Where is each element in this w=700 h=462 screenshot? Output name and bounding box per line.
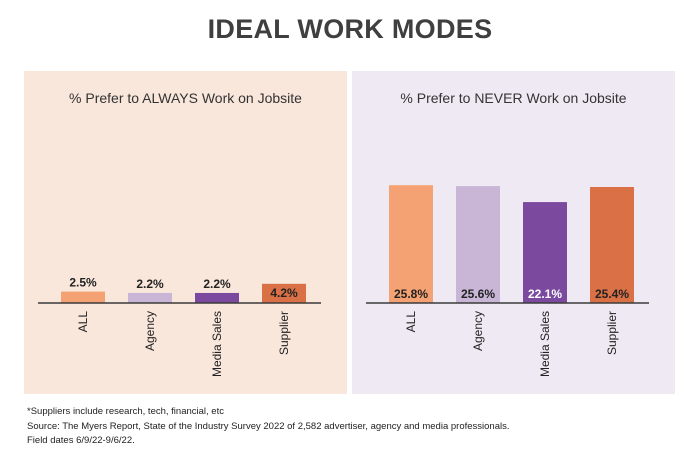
category-label-supplier: Supplier — [277, 311, 291, 355]
never-chart-title: % Prefer to NEVER Work on Jobsite — [400, 90, 627, 106]
bar-media-sales — [195, 292, 239, 303]
data-label-agency: 25.6% — [461, 287, 495, 301]
data-label-media-sales: 22.1% — [528, 287, 562, 301]
source-note: Source: The Myers Report, State of the I… — [27, 420, 510, 432]
always-chart-title: % Prefer to ALWAYS Work on Jobsite — [69, 90, 302, 106]
data-label-supplier: 4.2% — [270, 286, 298, 300]
always-chart: 2.5% ALL 2.2% Agency 2.2% Media Sales 4.2% Supp… — [38, 276, 321, 377]
category-label-agency: Agency — [471, 311, 485, 351]
category-label-all: ALL — [76, 311, 90, 333]
bar-media-sales — [523, 202, 567, 303]
category-label-supplier: Supplier — [605, 311, 619, 355]
category-label-media-sales: Media Sales — [538, 311, 552, 377]
bar-agency — [456, 186, 500, 303]
bar-supplier — [262, 283, 306, 303]
data-label-media-sales: 2.2% — [203, 277, 231, 291]
footer: *Suppliers include research, tech, finan… — [27, 405, 509, 449]
data-label-agency: 2.2% — [136, 277, 164, 291]
category-label-agency: Agency — [143, 311, 157, 351]
always-panel: % Prefer to ALWAYS Work on Jobsite 2.5% A… — [24, 71, 347, 394]
bar-supplier — [590, 187, 634, 303]
bar-all — [389, 185, 433, 303]
page-title: IDEAL WORK MODES — [207, 14, 493, 44]
never-panel: % Prefer to NEVER Work on Jobsite 25.8% A… — [352, 71, 675, 394]
field-dates: Field dates 6/9/22-9/6/22. — [27, 435, 135, 446]
footnote: *Suppliers include research, tech, finan… — [27, 406, 224, 417]
bar-agency — [128, 292, 172, 303]
bar-all — [61, 291, 105, 303]
category-label-all: ALL — [404, 311, 418, 333]
data-label-supplier: 25.4% — [595, 287, 629, 301]
never-chart: 25.8% ALL 25.6% Agency 22.1% Media Sales 25.4%… — [366, 185, 649, 377]
category-label-media-sales: Media Sales — [210, 311, 224, 377]
data-label-all: 25.8% — [394, 287, 428, 301]
data-label-all: 2.5% — [69, 276, 97, 290]
